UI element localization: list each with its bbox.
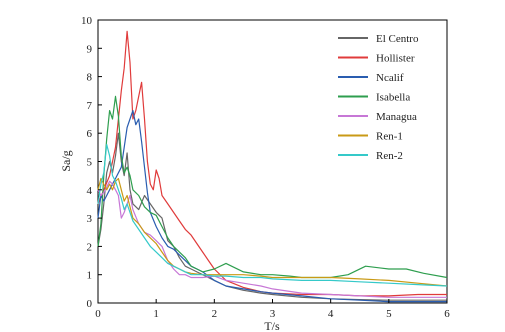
y-tick-label-5: 5 <box>87 157 93 169</box>
y-tick-label-2: 2 <box>87 241 93 253</box>
legend-label-0: El Centro <box>376 33 419 45</box>
series-line-1 <box>97 30 447 297</box>
y-axis-title: Sa/g <box>59 150 73 171</box>
legend-label-1: Hollister <box>376 53 415 65</box>
series-line-5 <box>97 177 448 287</box>
legend-label-5: Ren-1 <box>376 131 403 143</box>
series-line-6 <box>97 143 448 287</box>
y-tick-label-7: 7 <box>87 100 93 112</box>
series-line-4 <box>97 180 447 298</box>
x-tick-label-0: 0 <box>95 308 101 320</box>
y-tick-label-10: 10 <box>81 15 93 27</box>
series-line-2 <box>97 109 447 303</box>
series-line-0 <box>97 132 447 301</box>
x-tick-label-6: 6 <box>444 308 450 320</box>
y-tick-label-9: 9 <box>87 43 93 55</box>
y-tick-label-0: 0 <box>87 298 93 310</box>
series-line-3 <box>97 95 448 279</box>
y-tick-label-8: 8 <box>87 72 93 84</box>
x-tick-label-1: 1 <box>153 308 159 320</box>
y-tick-label-1: 1 <box>87 270 93 282</box>
y-tick-label-4: 4 <box>87 185 93 197</box>
y-tick-label-6: 6 <box>87 128 93 140</box>
legend: El Centro Hollister Ncalif Isabella Managua R… <box>338 33 419 162</box>
x-axis-title: T/s <box>264 319 280 332</box>
y-tick-label-3: 3 <box>87 213 93 225</box>
legend-label-2: Ncalif <box>376 72 404 84</box>
x-tick-label-5: 5 <box>386 308 392 320</box>
legend-label-3: Isabella <box>376 92 410 104</box>
x-tick-label-3: 3 <box>270 308 276 320</box>
series-layer <box>97 30 448 303</box>
axis-layer: 0 1 2 3 4 5 6 0 1 2 3 4 5 6 7 8 9 10 <box>81 15 450 320</box>
x-tick-label-4: 4 <box>328 308 334 320</box>
legend-label-6: Ren-2 <box>376 150 403 162</box>
x-tick-label-2: 2 <box>212 308 218 320</box>
legend-label-4: Managua <box>376 111 417 123</box>
